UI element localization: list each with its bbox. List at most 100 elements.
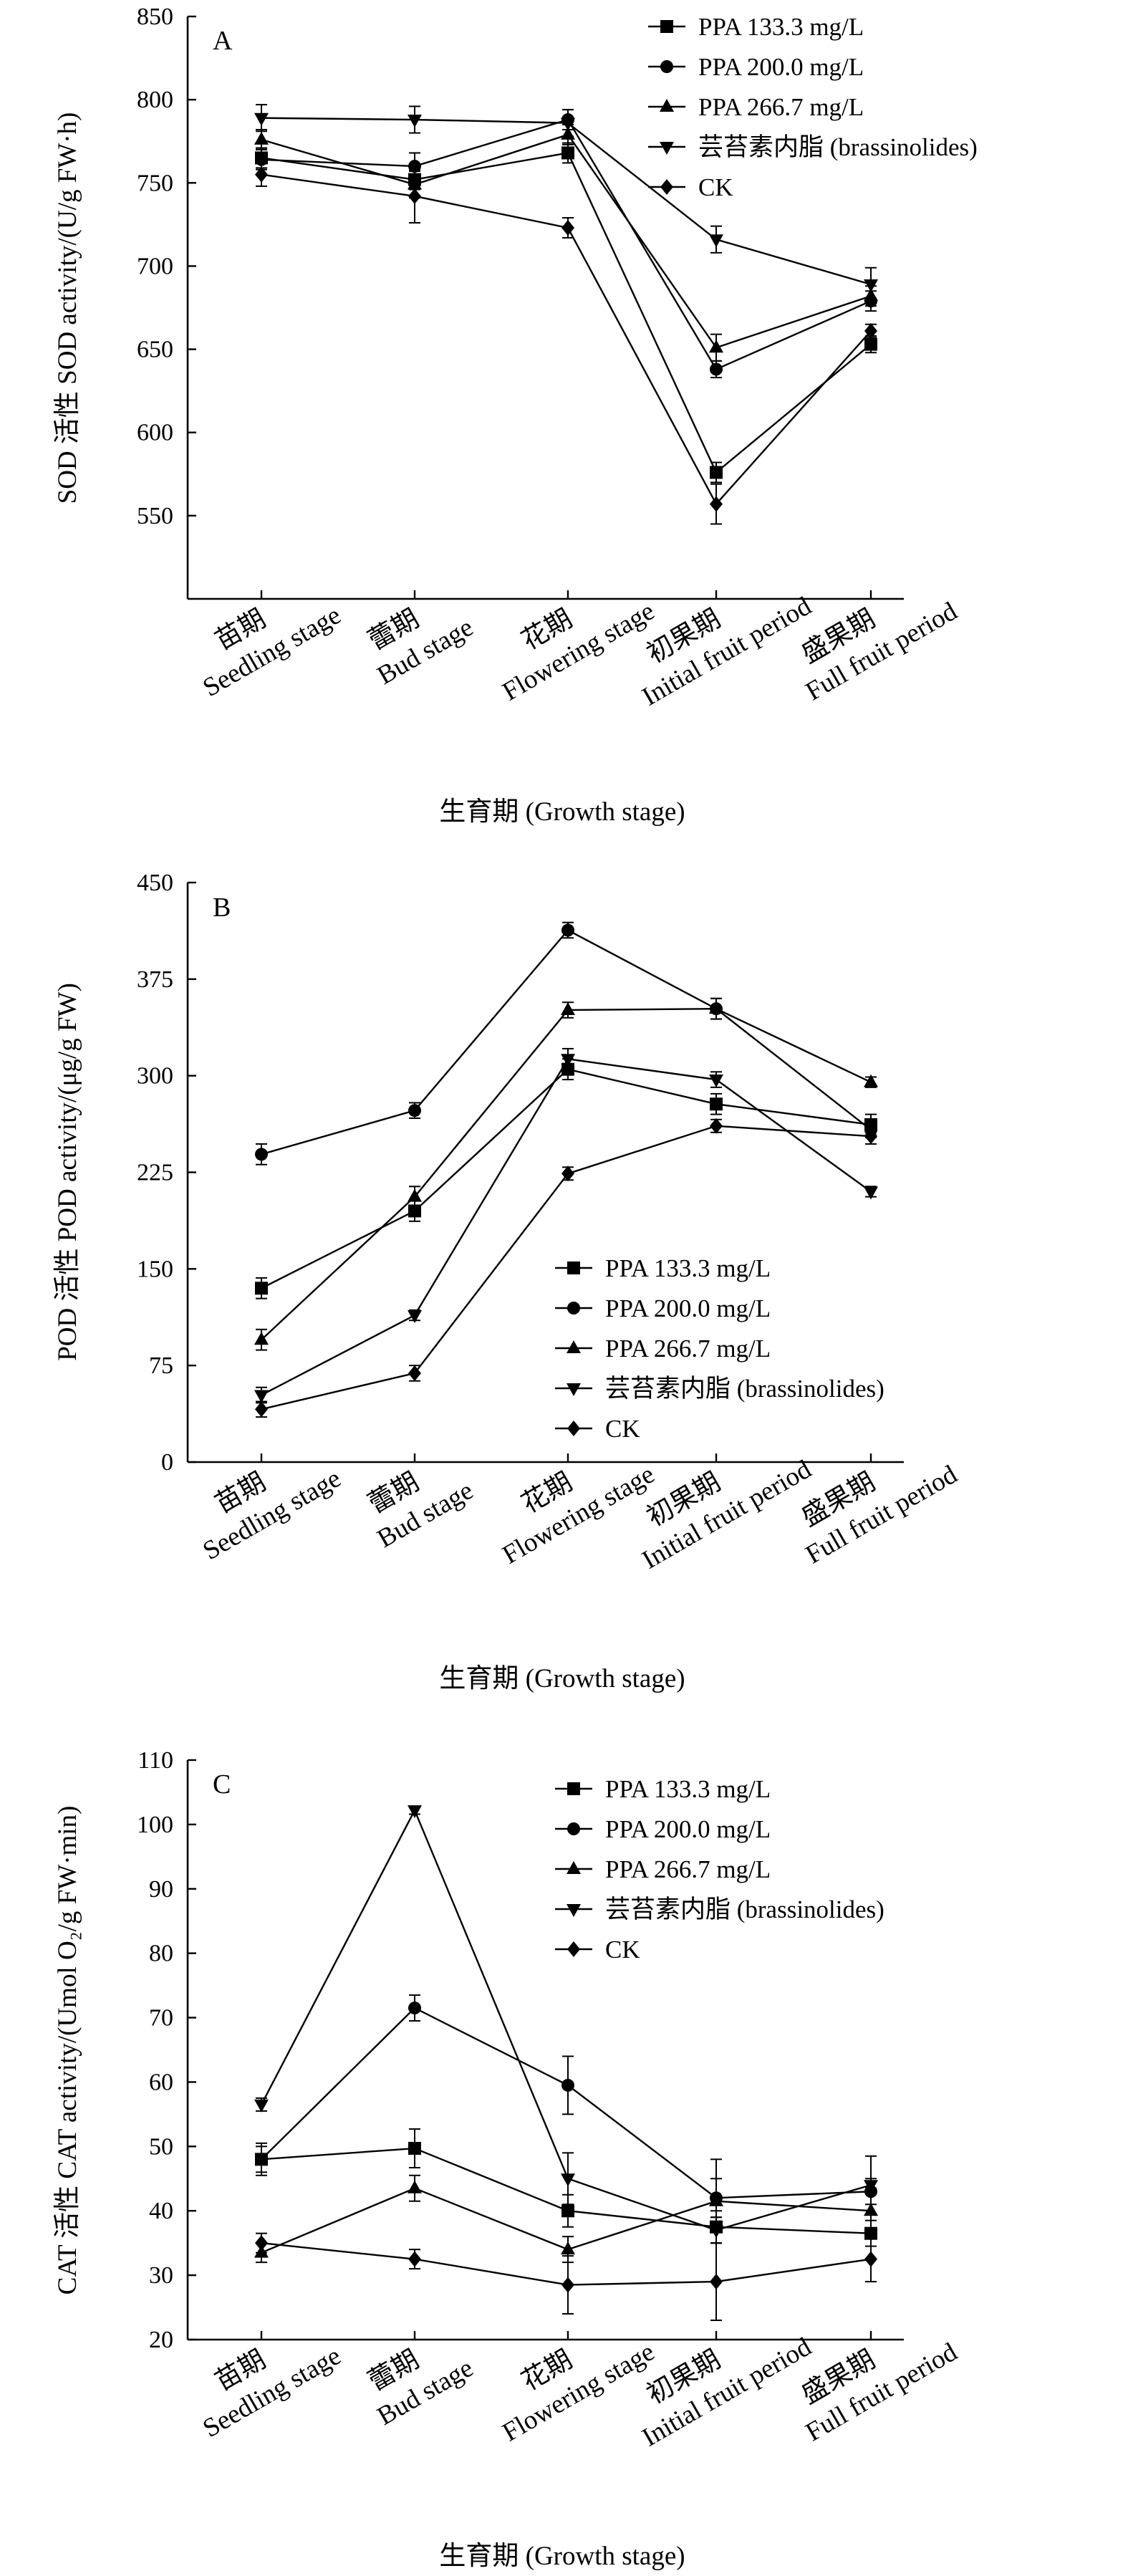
panel-a-data-point-series-5 <box>408 188 421 204</box>
panel-c-legend-marker-5 <box>567 1941 580 1957</box>
panel-a-ytick-label: 850 <box>137 4 173 30</box>
panel-b-legend-label-1: PPA 133.3 mg/L <box>605 1254 771 1282</box>
panel-c-data-point-series-4 <box>254 2099 269 2113</box>
panel-b-xtick-label-en: Flowering stage <box>498 1460 660 1570</box>
panel-a-legend-marker-1 <box>660 20 673 33</box>
panel-a-ytick-label: 800 <box>137 87 173 113</box>
panel-b-ytick-label: 0 <box>161 1449 173 1476</box>
panel-a-series-line-3 <box>261 133 872 349</box>
panel-b-data-point-series-5 <box>255 1401 268 1418</box>
panel-b-legend-marker-2 <box>567 1302 580 1315</box>
panel-c-data-point-series-3 <box>561 2241 575 2255</box>
panel-a-data-point-series-5 <box>864 323 877 340</box>
panel-b-ytick-label: 150 <box>137 1256 173 1282</box>
panel-a-data-point-series-5 <box>255 166 268 183</box>
panel-a-legend-label-1: PPA 133.3 mg/L <box>698 13 864 41</box>
panel-b-ytick-label: 75 <box>149 1352 173 1379</box>
panel-c-data-point-series-5 <box>710 2274 723 2290</box>
panel-b-legend: PPA 133.3 mg/L PPA 200.0 mg/L PPA 266.7 mg… <box>555 1254 884 1443</box>
panel-a-legend-marker-2 <box>660 60 673 73</box>
panel-a-ytick-label: 650 <box>137 337 173 363</box>
panel-a-legend-marker-5 <box>660 179 673 195</box>
panel-b-legend-label-2: PPA 200.0 mg/L <box>605 1294 771 1322</box>
panel-b-data-point-series-3 <box>864 1074 878 1087</box>
panel-c-legend-label-3: PPA 266.7 mg/L <box>605 1855 771 1883</box>
panel-c-data-point-series-2 <box>561 2078 574 2092</box>
panel-b-ytick-label: 450 <box>137 870 173 896</box>
panel-a-series-line-1 <box>261 152 872 474</box>
panel-a-legend: PPA 133.3 mg/L PPA 200.0 mg/L PPA 266.7 mg… <box>648 13 978 201</box>
panel-c-ytick-label: 20 <box>149 2327 173 2353</box>
panel-c-ytick-label: 60 <box>149 2069 173 2095</box>
panel-a-data-point-series-2 <box>710 362 723 376</box>
panel-b-ytick-label: 225 <box>137 1160 173 1186</box>
panel-b-data-point-series-4 <box>561 1054 575 1067</box>
panel-a-data-point-series-1 <box>561 146 574 160</box>
panel-a-ytick-label: 750 <box>137 170 173 196</box>
panel-b-legend-marker-4 <box>567 1383 581 1396</box>
panel-b-data-point-series-2 <box>408 1104 421 1118</box>
panel-b-series <box>254 921 878 1418</box>
panel-c-legend-marker-2 <box>567 1822 580 1835</box>
panel-c-data-point-series-4 <box>864 2180 878 2193</box>
panel-c-legend-marker-3 <box>567 1861 581 1874</box>
panel-b-data-point-series-2 <box>561 923 574 937</box>
panel-a-data-point-series-4 <box>561 117 575 131</box>
panel-b-data-point-series-1 <box>710 1097 723 1111</box>
panel-a-data-point-series-1 <box>864 337 877 351</box>
panel-c-ytick-label: 80 <box>149 1941 173 1967</box>
panel-c-legend: PPA 133.3 mg/L PPA 200.0 mg/L PPA 266.7 mg… <box>555 1775 884 1964</box>
panel-c-y-axis-title: CAT 活性 CAT activity/(Umol O₂/g FW·min) <box>53 1806 82 2295</box>
panel-c-xtick-label-en: Flowering stage <box>498 2337 660 2448</box>
panel-a-data-point-series-4 <box>408 115 422 128</box>
panel-a-ytick-label: 700 <box>137 253 173 279</box>
panel-a-data-point-series-3 <box>709 340 723 353</box>
panel-b-legend-label-4: 芸苔素内脂 (brassinolides) <box>605 1375 884 1403</box>
panel-b-data-point-series-3 <box>254 1332 269 1345</box>
panel-a-legend-label-3: PPA 266.7 mg/L <box>698 93 864 121</box>
panel-a-xtick-label-en: Flowering stage <box>498 597 660 707</box>
panel-b-data-point-series-3 <box>408 1188 422 1202</box>
panel-b-label: B <box>213 893 231 923</box>
panel-a-x-axis-title: 生育期 (Growth stage) <box>439 797 685 827</box>
panel-c-data-point-series-5 <box>255 2235 268 2251</box>
panel-c-legend-marker-4 <box>567 1904 581 1917</box>
panel-c-series-line-3 <box>261 2187 872 2254</box>
panel-b-legend-marker-5 <box>567 1421 580 1436</box>
panel-c-data-point-series-4 <box>709 2225 723 2239</box>
panel-c-data-point-series-5 <box>408 2251 421 2267</box>
panel-c-ytick-label: 50 <box>149 2133 173 2160</box>
panel-c-label: C <box>213 1769 231 1799</box>
panel-b-legend-label-3: PPA 266.7 mg/L <box>605 1335 771 1363</box>
panel-c-data-point-series-3 <box>709 2193 723 2206</box>
panel-c-legend-label-2: PPA 200.0 mg/L <box>605 1815 771 1843</box>
panel-a-legend-label-2: PPA 200.0 mg/L <box>698 53 864 81</box>
panel-a-label: A <box>213 26 233 56</box>
panel-a-data-point-series-5 <box>710 496 723 512</box>
panel-a-series <box>254 104 878 525</box>
panel-b-x-axis-title: 生育期 (Growth stage) <box>439 1663 685 1693</box>
panel-c-data-point-series-2 <box>408 2001 421 2015</box>
panel-a-data-point-series-5 <box>561 220 574 236</box>
panel-a-xtick-label-en: Seedling stage <box>198 600 346 703</box>
panel-a-data-point-series-4 <box>709 234 723 248</box>
panel-c-data-point-series-3 <box>408 2180 422 2193</box>
panel-b-data-point-series-2 <box>255 1148 268 1161</box>
panel-c-data-point-series-1 <box>561 2204 574 2218</box>
panel-c-data-point-series-4 <box>408 1805 422 1819</box>
panel-b-data-point-series-4 <box>864 1186 878 1200</box>
